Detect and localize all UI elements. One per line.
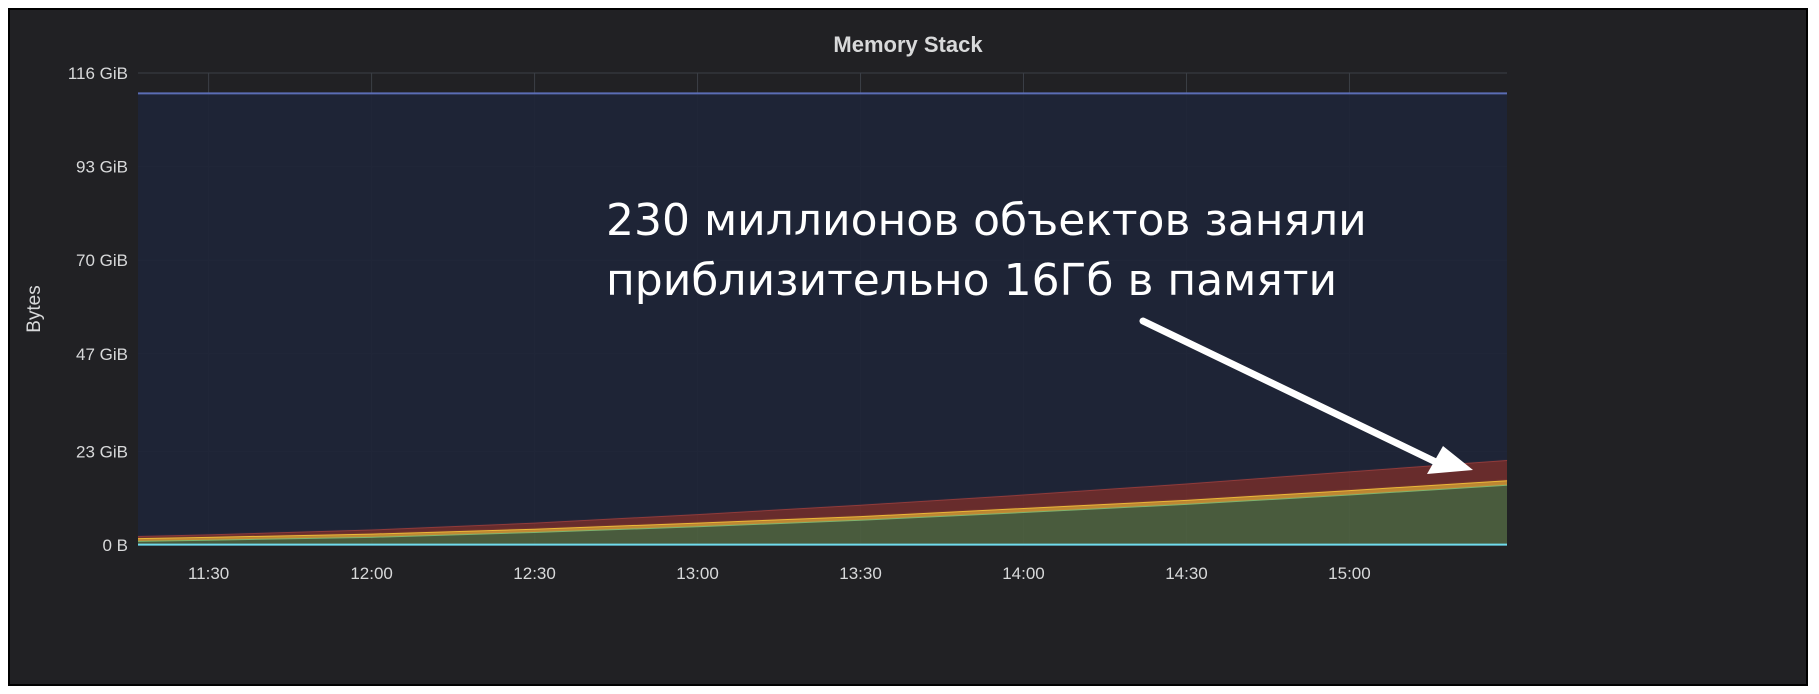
x-tick-label: 14:30 [1165, 564, 1208, 583]
x-tick-label: 13:00 [676, 564, 719, 583]
arrow-shaft [1139, 317, 1444, 468]
x-tick-label: 12:00 [350, 564, 393, 583]
x-tick-label: 15:00 [1328, 564, 1371, 583]
x-tick-label: 11:30 [188, 564, 229, 583]
y-tick-label: 70 GiB [76, 251, 128, 270]
series-area [138, 93, 1507, 537]
x-tick-label: 14:00 [1002, 564, 1045, 583]
chart-panel: Memory Stack 0 B 23 GiB 47 GiB 70 GiB 93 GiB… [8, 8, 1808, 686]
annotation-text: приблизительно 16Гб в памяти [606, 255, 1337, 306]
y-tick-label: 93 GiB [76, 158, 128, 177]
y-axis-label: Bytes [24, 285, 45, 333]
y-tick-label: 0 B [102, 536, 128, 555]
chart-title: Memory Stack [833, 32, 983, 57]
arrow-head-icon [1427, 446, 1473, 474]
y-tick-label: 23 GiB [76, 442, 128, 461]
chart-svg: 0 B 23 GiB 47 GiB 70 GiB 93 GiB 116 GiB 11:30 1… [24, 64, 1508, 583]
x-tick-label: 12:30 [513, 564, 556, 583]
y-tick-label: 47 GiB [76, 345, 128, 364]
annotation-text: 230 миллионов объектов заняли [606, 195, 1367, 246]
series-area [138, 484, 1507, 545]
y-tick-label: 116 GiB [68, 64, 128, 83]
x-tick-label: 13:30 [839, 564, 882, 583]
